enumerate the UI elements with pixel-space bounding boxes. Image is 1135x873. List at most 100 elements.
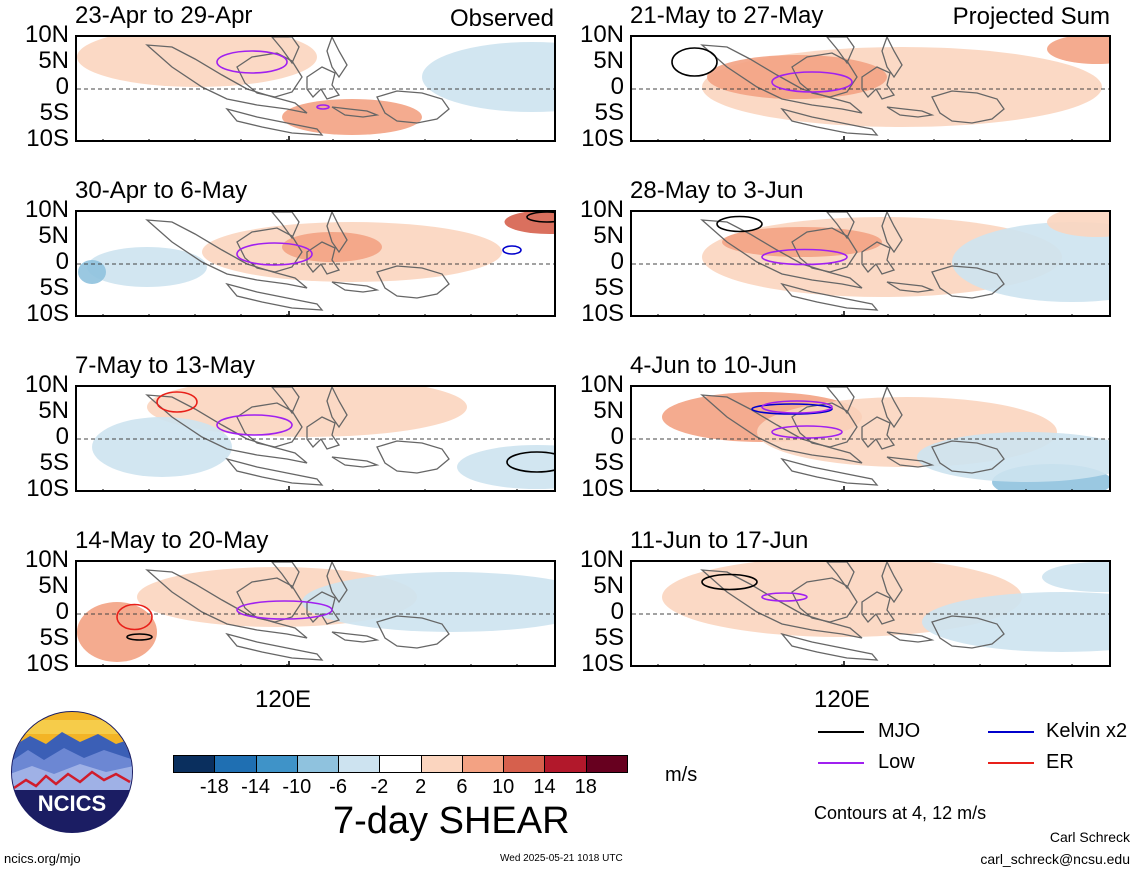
lat-label: 10S bbox=[581, 650, 624, 677]
projected-sum-label: Projected Sum bbox=[952, 3, 1110, 30]
shear-map-graphic bbox=[632, 387, 1109, 490]
coastline bbox=[881, 562, 903, 604]
colorbar-swatch bbox=[503, 755, 546, 773]
colorbar-swatch bbox=[338, 755, 381, 773]
coastline bbox=[931, 615, 1005, 649]
coastline bbox=[271, 562, 300, 590]
coastline bbox=[271, 37, 300, 65]
panel-title: 28-May to 3-Jun bbox=[630, 177, 804, 204]
contour-line bbox=[526, 212, 554, 223]
colorbar-swatch bbox=[420, 755, 463, 773]
panel-title: 23-Apr to 29-Apr bbox=[75, 2, 253, 29]
lat-label: 5S bbox=[594, 449, 624, 476]
lat-label: 10N bbox=[579, 546, 624, 573]
colorbar-swatch bbox=[296, 755, 340, 773]
shear-shading bbox=[92, 417, 232, 477]
coastline bbox=[306, 241, 341, 275]
shear-map-graphic bbox=[77, 562, 554, 665]
contour-line bbox=[761, 400, 833, 414]
coastline bbox=[780, 107, 879, 136]
lat-label: 5N bbox=[593, 572, 624, 599]
panel-title: 14-May to 20-May bbox=[75, 527, 269, 554]
lat-label: 5N bbox=[38, 47, 69, 74]
panel-title: 7-May to 13-May bbox=[75, 352, 256, 379]
contour-line bbox=[771, 425, 843, 439]
colorbar-swatch bbox=[461, 755, 505, 773]
footer-email: carl_schreck@ncsu.edu bbox=[980, 851, 1130, 867]
shear-map-graphic bbox=[77, 37, 554, 140]
shear-shading bbox=[722, 227, 882, 257]
coastline bbox=[376, 265, 450, 299]
coastline bbox=[780, 282, 879, 311]
observed-label: Observed bbox=[449, 5, 554, 32]
coastline bbox=[886, 456, 935, 468]
coastline bbox=[886, 106, 935, 118]
shear-map bbox=[75, 385, 556, 492]
lat-label: 5S bbox=[39, 449, 69, 476]
coastline bbox=[861, 591, 896, 625]
colorbar-swatch bbox=[214, 755, 257, 773]
coastline bbox=[376, 90, 450, 124]
coastline bbox=[886, 281, 935, 293]
lat-label: 5N bbox=[38, 397, 69, 424]
contour-line bbox=[216, 414, 293, 436]
coastline bbox=[780, 632, 879, 661]
coastline bbox=[931, 265, 1005, 299]
lat-label: 10N bbox=[24, 196, 69, 223]
coastline bbox=[861, 416, 896, 450]
contour-line bbox=[716, 215, 763, 233]
footer-site: ncics.org/mjo bbox=[4, 851, 81, 866]
contour-line bbox=[126, 633, 153, 641]
lat-label: 10N bbox=[24, 546, 69, 573]
coastline bbox=[271, 387, 300, 415]
shear-map bbox=[75, 35, 556, 142]
shear-shading bbox=[952, 222, 1109, 302]
lat-label: 5S bbox=[39, 99, 69, 126]
colorbar-level-label: -14 bbox=[241, 776, 270, 798]
contour-line bbox=[671, 47, 718, 77]
coastline bbox=[225, 107, 324, 136]
coastline bbox=[881, 387, 903, 429]
shear-shading bbox=[457, 445, 554, 489]
lat-label: 10N bbox=[579, 21, 624, 48]
lat-label: 0 bbox=[55, 73, 69, 100]
lat-label: 5S bbox=[594, 99, 624, 126]
lat-label: 5S bbox=[39, 624, 69, 651]
shear-map-graphic bbox=[77, 387, 554, 490]
shear-map bbox=[630, 385, 1111, 492]
lat-label: 10N bbox=[579, 196, 624, 223]
colorbar-level-label: 18 bbox=[574, 776, 597, 798]
shear-map bbox=[630, 560, 1111, 667]
legend-kelvin-line bbox=[988, 731, 1034, 733]
lat-label: 5N bbox=[593, 222, 624, 249]
panel-title: 11-Jun to 17-Jun bbox=[630, 527, 809, 554]
legend-low-label: Low bbox=[878, 751, 915, 773]
contour-note: Contours at 4, 12 m/s bbox=[814, 803, 987, 823]
colorbar-level-label: -2 bbox=[370, 776, 389, 798]
shear-map bbox=[630, 210, 1111, 317]
coastline bbox=[306, 66, 341, 100]
coastline bbox=[826, 212, 855, 240]
legend-low-line bbox=[818, 762, 864, 764]
shear-map bbox=[630, 35, 1111, 142]
contour-line bbox=[771, 71, 853, 93]
shear-shading bbox=[1042, 562, 1109, 592]
coastline bbox=[331, 281, 380, 293]
lat-label: 5N bbox=[593, 47, 624, 74]
shear-shading bbox=[917, 432, 1109, 482]
coastline bbox=[271, 212, 300, 240]
coastline bbox=[326, 37, 348, 79]
legend-mjo-label: MJO bbox=[878, 720, 921, 742]
legend-kelvin-label: Kelvin x2 bbox=[1046, 720, 1128, 742]
coastline bbox=[931, 440, 1005, 474]
shear-map-graphic bbox=[632, 212, 1109, 315]
contour-line bbox=[751, 403, 833, 415]
lat-label: 0 bbox=[55, 248, 69, 275]
shear-shading bbox=[77, 37, 317, 87]
coastline bbox=[236, 577, 303, 623]
colorbar-swatch bbox=[173, 755, 216, 773]
shear-shading bbox=[504, 212, 554, 234]
shear-shading bbox=[87, 247, 207, 287]
lat-label: 5N bbox=[38, 222, 69, 249]
colorbar-swatch bbox=[379, 755, 422, 773]
